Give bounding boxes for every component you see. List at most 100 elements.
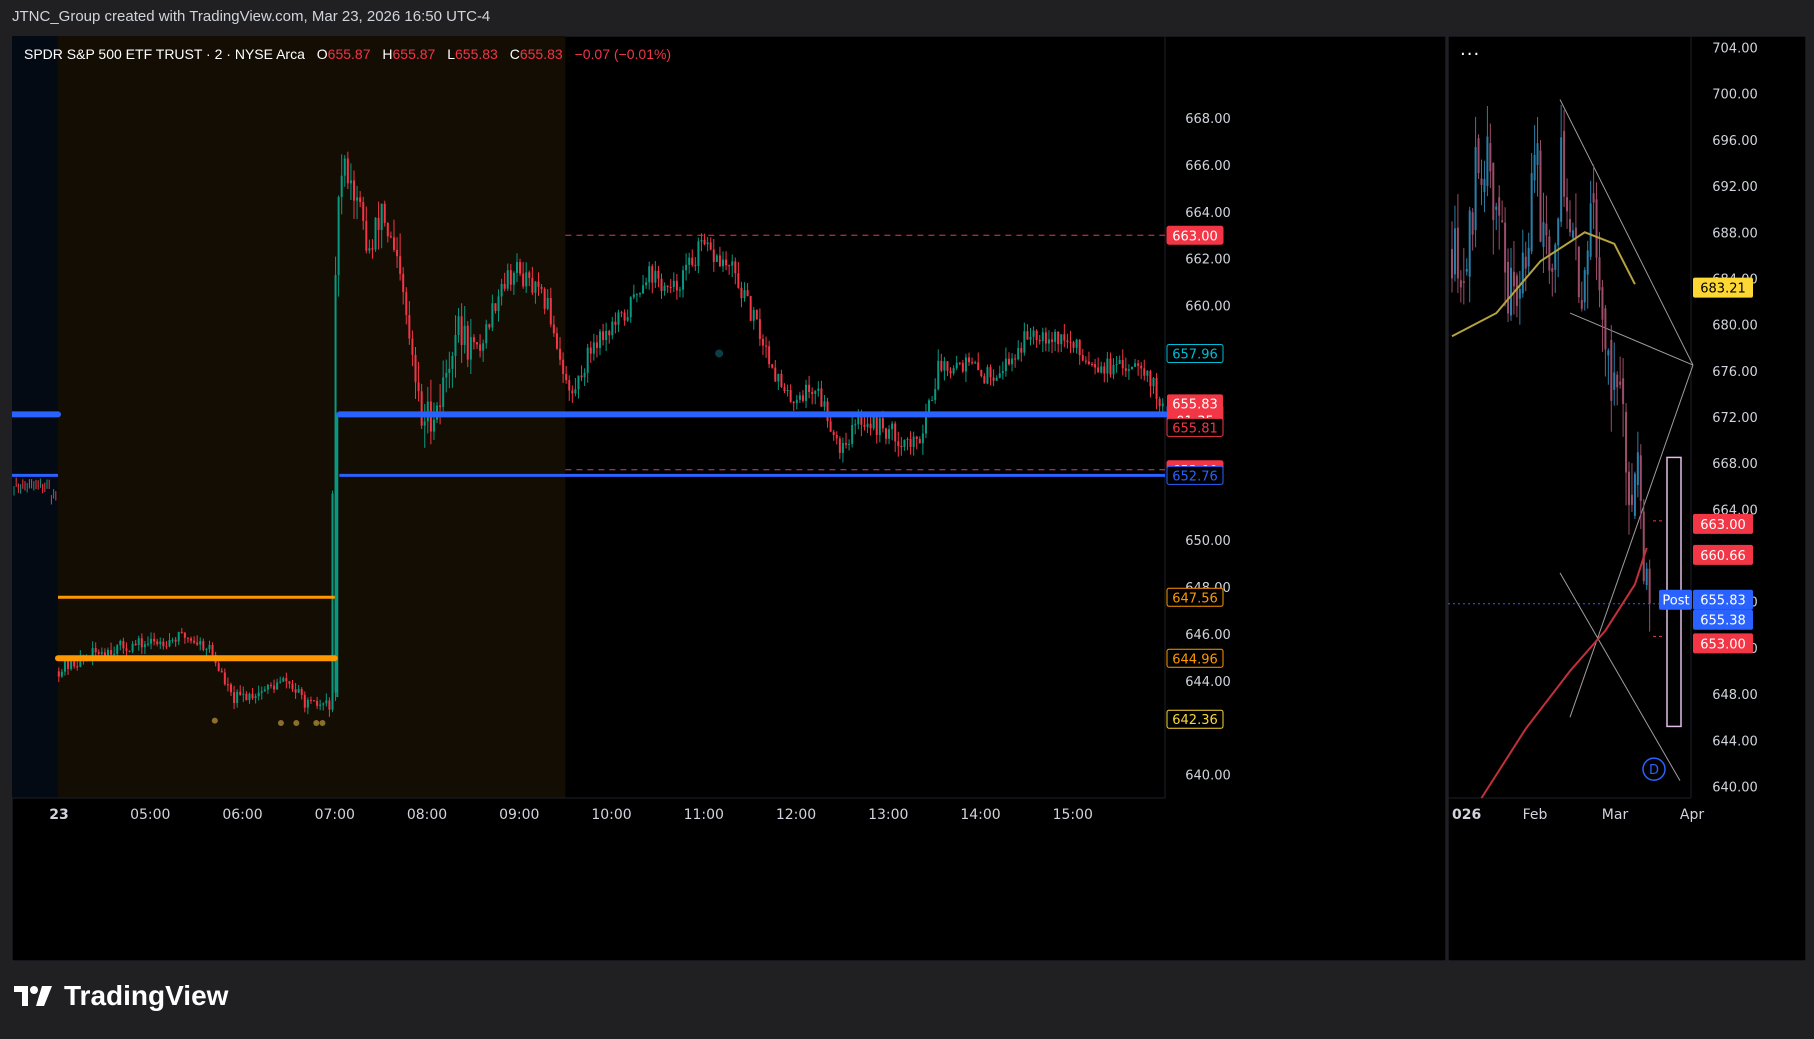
candle-body xyxy=(420,391,423,426)
candle-body xyxy=(672,280,675,287)
candle-body xyxy=(817,388,820,392)
candle-body xyxy=(263,689,266,692)
side-candle-body xyxy=(1592,193,1595,203)
candle-body xyxy=(137,638,140,646)
side-candle-body xyxy=(1480,178,1483,185)
tradingview-logo[interactable]: TradingView xyxy=(14,980,228,1012)
candle-body xyxy=(1127,369,1130,371)
candle-body xyxy=(614,321,617,325)
candle-body xyxy=(823,401,826,407)
candle-body xyxy=(454,334,457,356)
candle-body xyxy=(196,642,199,645)
candle-body xyxy=(961,362,964,372)
time-axis-tick: 15:00 xyxy=(1053,807,1093,823)
candle-body xyxy=(128,650,131,652)
candle-body xyxy=(168,640,171,647)
candle-body xyxy=(921,433,924,444)
candle-body xyxy=(460,316,463,345)
side-price-axis-tick: 668.00 xyxy=(1712,457,1758,472)
price-tag: 655.81 xyxy=(1172,421,1218,436)
candle-body xyxy=(211,644,214,655)
candle-body xyxy=(666,285,669,287)
candle-body xyxy=(273,685,276,690)
candle-body xyxy=(918,438,921,444)
candle-body xyxy=(199,641,202,645)
price-axis-tick: 640.00 xyxy=(1185,769,1231,784)
candle-body xyxy=(451,355,454,369)
candle-body xyxy=(1026,331,1029,340)
candle-body xyxy=(888,429,891,439)
candle-body xyxy=(737,273,740,288)
price-axis-tick: 666.00 xyxy=(1185,159,1231,174)
candle-body xyxy=(405,292,408,316)
candle-body xyxy=(949,370,952,374)
side-candle-body xyxy=(1639,455,1642,502)
candle-body xyxy=(651,266,654,283)
candle-body xyxy=(777,373,780,382)
candle-body xyxy=(1063,334,1066,341)
candle-body xyxy=(476,342,478,345)
side-candle-body xyxy=(1545,223,1548,236)
candle-body xyxy=(746,290,749,297)
side-daily-chart[interactable]: 704.00700.00696.00692.00688.00684.00680.… xyxy=(1448,36,1806,961)
candle-body xyxy=(177,631,180,642)
side-candle-body xyxy=(1524,256,1527,269)
candle-body xyxy=(841,443,844,453)
side-candle-body xyxy=(1533,154,1536,181)
candle-body xyxy=(881,418,884,429)
low-marker-dot xyxy=(293,719,300,726)
side-candle-body xyxy=(1530,173,1533,252)
price-axis-tick: 644.00 xyxy=(1185,675,1231,690)
candle-body xyxy=(1100,366,1103,373)
time-axis-tick: 12:00 xyxy=(776,807,816,823)
candle-body xyxy=(1140,365,1143,369)
candle-body xyxy=(602,331,605,340)
candle-body xyxy=(771,364,774,368)
candle-body xyxy=(1041,332,1044,342)
candle-body xyxy=(832,431,835,436)
candle-body xyxy=(368,248,371,251)
side-candle-body xyxy=(1628,471,1630,505)
side-candle-body xyxy=(1477,138,1480,174)
candle-body xyxy=(1161,403,1164,407)
side-candle-body xyxy=(1521,252,1524,294)
candle-body xyxy=(700,239,703,242)
candle-body xyxy=(903,439,906,447)
candle-body xyxy=(838,438,841,453)
candle-body xyxy=(150,638,153,644)
candle-body xyxy=(479,344,482,351)
main-intraday-chart[interactable]: 668.00666.00664.00662.00660.00650.00648.… xyxy=(12,36,1446,961)
legend-close: 655.83 xyxy=(519,46,563,62)
candle-body xyxy=(174,639,177,642)
candle-body xyxy=(171,639,174,641)
chart-attribution: JTNC_Group created with TradingView.com,… xyxy=(12,8,491,25)
candle-body xyxy=(374,217,377,250)
candle-body xyxy=(743,290,746,299)
side-candle-body xyxy=(1633,473,1636,516)
candle-body xyxy=(1007,358,1010,365)
side-chart-more-icon[interactable]: ··· xyxy=(1460,44,1481,65)
candle-body xyxy=(755,309,758,320)
candle-body xyxy=(131,643,134,652)
candle-body xyxy=(765,345,768,347)
candle-body xyxy=(552,324,555,334)
side-candle-body xyxy=(1586,250,1589,275)
candle-body xyxy=(485,324,488,344)
candle-body xyxy=(971,362,974,364)
candle-body xyxy=(958,362,961,364)
candle-body xyxy=(638,293,641,295)
side-price-axis-tick: 680.00 xyxy=(1712,319,1758,334)
candle-body xyxy=(814,391,817,394)
candle-body xyxy=(1143,368,1146,376)
candle-body xyxy=(399,256,402,274)
candle-body xyxy=(288,681,291,684)
candle-body xyxy=(872,416,875,429)
candle-body xyxy=(334,275,337,693)
side-candle-body xyxy=(1492,162,1495,221)
candle-body xyxy=(528,272,531,278)
level-tag-box xyxy=(1166,225,1224,245)
side-time-axis-tick: Mar xyxy=(1602,807,1629,823)
side-candle-body xyxy=(1560,137,1563,222)
candle-body xyxy=(559,348,562,360)
side-candle-body xyxy=(1616,374,1619,388)
